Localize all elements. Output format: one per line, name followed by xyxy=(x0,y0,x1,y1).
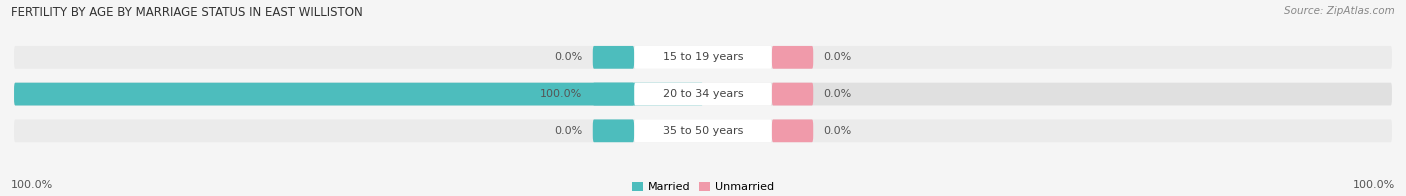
Text: 0.0%: 0.0% xyxy=(554,126,582,136)
FancyBboxPatch shape xyxy=(14,46,1392,69)
Text: 15 to 19 years: 15 to 19 years xyxy=(662,52,744,62)
FancyBboxPatch shape xyxy=(14,119,1392,142)
FancyBboxPatch shape xyxy=(14,83,1392,105)
Legend: Married, Unmarried: Married, Unmarried xyxy=(633,181,773,192)
Text: 100.0%: 100.0% xyxy=(1353,180,1395,190)
FancyBboxPatch shape xyxy=(634,119,772,142)
Text: 100.0%: 100.0% xyxy=(540,89,582,99)
FancyBboxPatch shape xyxy=(772,119,813,142)
Text: 0.0%: 0.0% xyxy=(824,52,852,62)
Text: 0.0%: 0.0% xyxy=(824,126,852,136)
FancyBboxPatch shape xyxy=(593,119,634,142)
Text: Source: ZipAtlas.com: Source: ZipAtlas.com xyxy=(1284,6,1395,16)
Text: 100.0%: 100.0% xyxy=(11,180,53,190)
FancyBboxPatch shape xyxy=(14,83,703,105)
Text: 0.0%: 0.0% xyxy=(554,52,582,62)
Text: FERTILITY BY AGE BY MARRIAGE STATUS IN EAST WILLISTON: FERTILITY BY AGE BY MARRIAGE STATUS IN E… xyxy=(11,6,363,19)
FancyBboxPatch shape xyxy=(634,46,772,69)
FancyBboxPatch shape xyxy=(593,83,634,105)
FancyBboxPatch shape xyxy=(772,83,813,105)
Text: 0.0%: 0.0% xyxy=(824,89,852,99)
Text: 35 to 50 years: 35 to 50 years xyxy=(662,126,744,136)
FancyBboxPatch shape xyxy=(593,46,634,69)
FancyBboxPatch shape xyxy=(772,46,813,69)
FancyBboxPatch shape xyxy=(634,83,772,105)
Text: 20 to 34 years: 20 to 34 years xyxy=(662,89,744,99)
